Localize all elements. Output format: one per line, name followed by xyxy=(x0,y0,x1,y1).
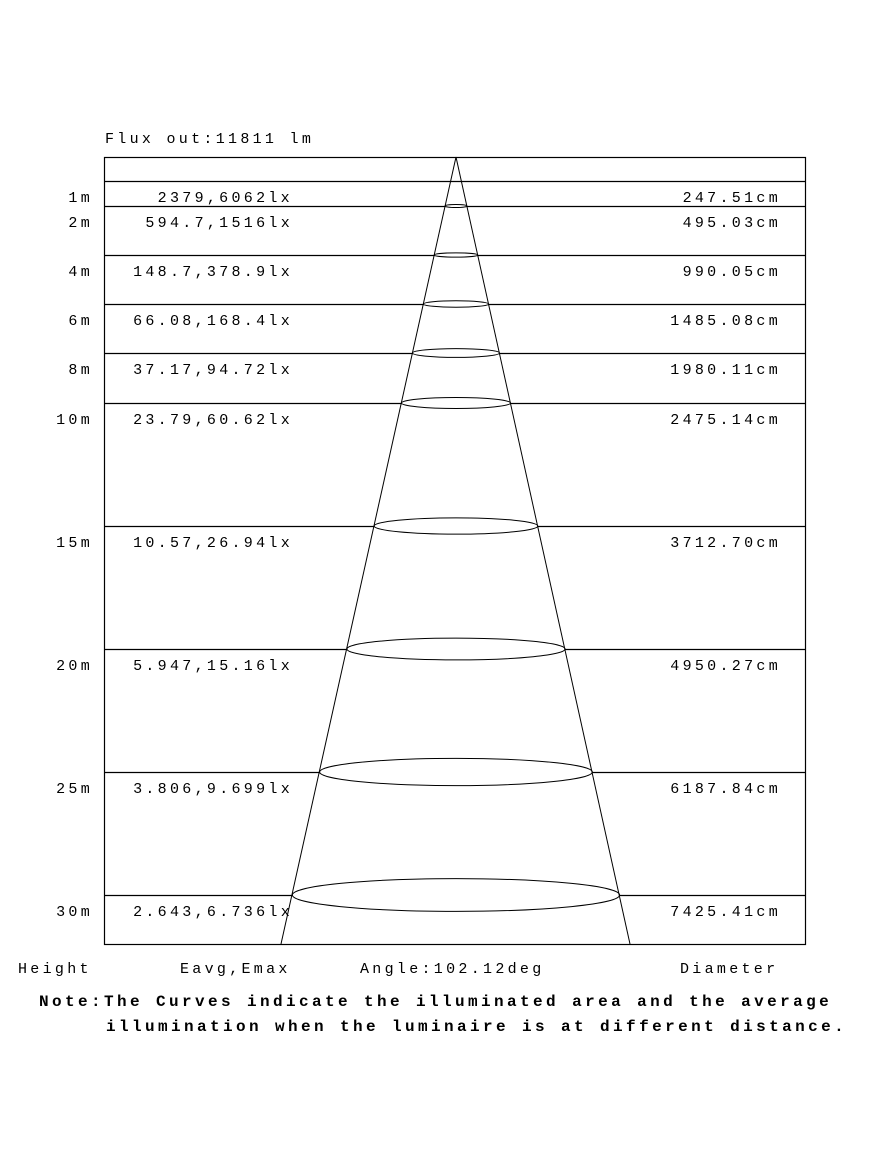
beam-ellipse xyxy=(346,637,566,661)
row-illuminance: 23.79,60.62lx xyxy=(133,412,293,429)
row-height: 25m xyxy=(56,781,93,798)
beam-ellipse xyxy=(373,517,539,535)
beam-angle-label: Angle:102.12deg xyxy=(360,961,545,978)
row-diameter: 7425.41cm xyxy=(670,904,781,921)
row-height: 2m xyxy=(68,215,93,232)
note-line-2: illumination when the luminaire is at di… xyxy=(106,1018,847,1036)
row-illuminance: 66.08,168.4lx xyxy=(133,313,293,330)
row-illuminance: 10.57,26.94lx xyxy=(133,535,293,552)
height-column-label: Height xyxy=(18,961,92,978)
beam-ellipse xyxy=(433,252,479,258)
row-illuminance: 2379,6062lx xyxy=(158,190,293,207)
row-labels: 1m 2379,6062lx 247.51cm 2m 594.7,1516lx 495.0… xyxy=(56,190,781,921)
beam-ellipse xyxy=(444,204,468,208)
diagram-frame xyxy=(103,156,807,946)
row-diameter: 990.05cm xyxy=(683,264,781,281)
diameter-column-label: Diameter xyxy=(680,961,778,978)
row-height: 4m xyxy=(68,264,93,281)
row-height: 6m xyxy=(68,313,93,330)
row-diameter: 495.03cm xyxy=(683,215,781,232)
row-illuminance: 594.7,1516lx xyxy=(145,215,293,232)
cone-left-edge xyxy=(280,156,457,945)
row-illuminance: 3.806,9.699lx xyxy=(133,781,293,798)
row-height: 10m xyxy=(56,412,93,429)
flux-out-label: Flux out:11811 lm xyxy=(105,131,314,148)
row-illuminance: 148.7,378.9lx xyxy=(133,264,293,281)
beam-ellipse xyxy=(422,300,490,308)
illuminance-column-label: Eavg,Emax xyxy=(180,961,291,978)
note-line-1: Note:The Curves indicate the illuminated… xyxy=(39,993,832,1011)
row-diameter: 6187.84cm xyxy=(670,781,781,798)
beam-ellipse xyxy=(291,878,621,912)
row-illuminance: 2.643,6.736lx xyxy=(133,904,293,921)
row-height: 20m xyxy=(56,658,93,675)
cone-right-edge xyxy=(455,156,631,945)
row-height: 30m xyxy=(56,904,93,921)
row-diameter: 4950.27cm xyxy=(670,658,781,675)
beam-ellipse xyxy=(412,348,500,358)
row-diameter: 2475.14cm xyxy=(670,412,781,429)
row-height: 1m xyxy=(68,190,93,207)
beam-ellipse xyxy=(319,757,593,787)
row-diameter: 1980.11cm xyxy=(670,362,781,379)
row-illuminance: 37.17,94.72lx xyxy=(133,362,293,379)
row-diameter: 1485.08cm xyxy=(670,313,781,330)
beam-ellipse xyxy=(400,397,512,409)
row-diameter: 3712.70cm xyxy=(670,535,781,552)
beam-ellipses xyxy=(291,204,621,912)
row-diameter: 247.51cm xyxy=(683,190,781,207)
row-height: 15m xyxy=(56,535,93,552)
row-height: 8m xyxy=(68,362,93,379)
row-illuminance: 5.947,15.16lx xyxy=(133,658,293,675)
